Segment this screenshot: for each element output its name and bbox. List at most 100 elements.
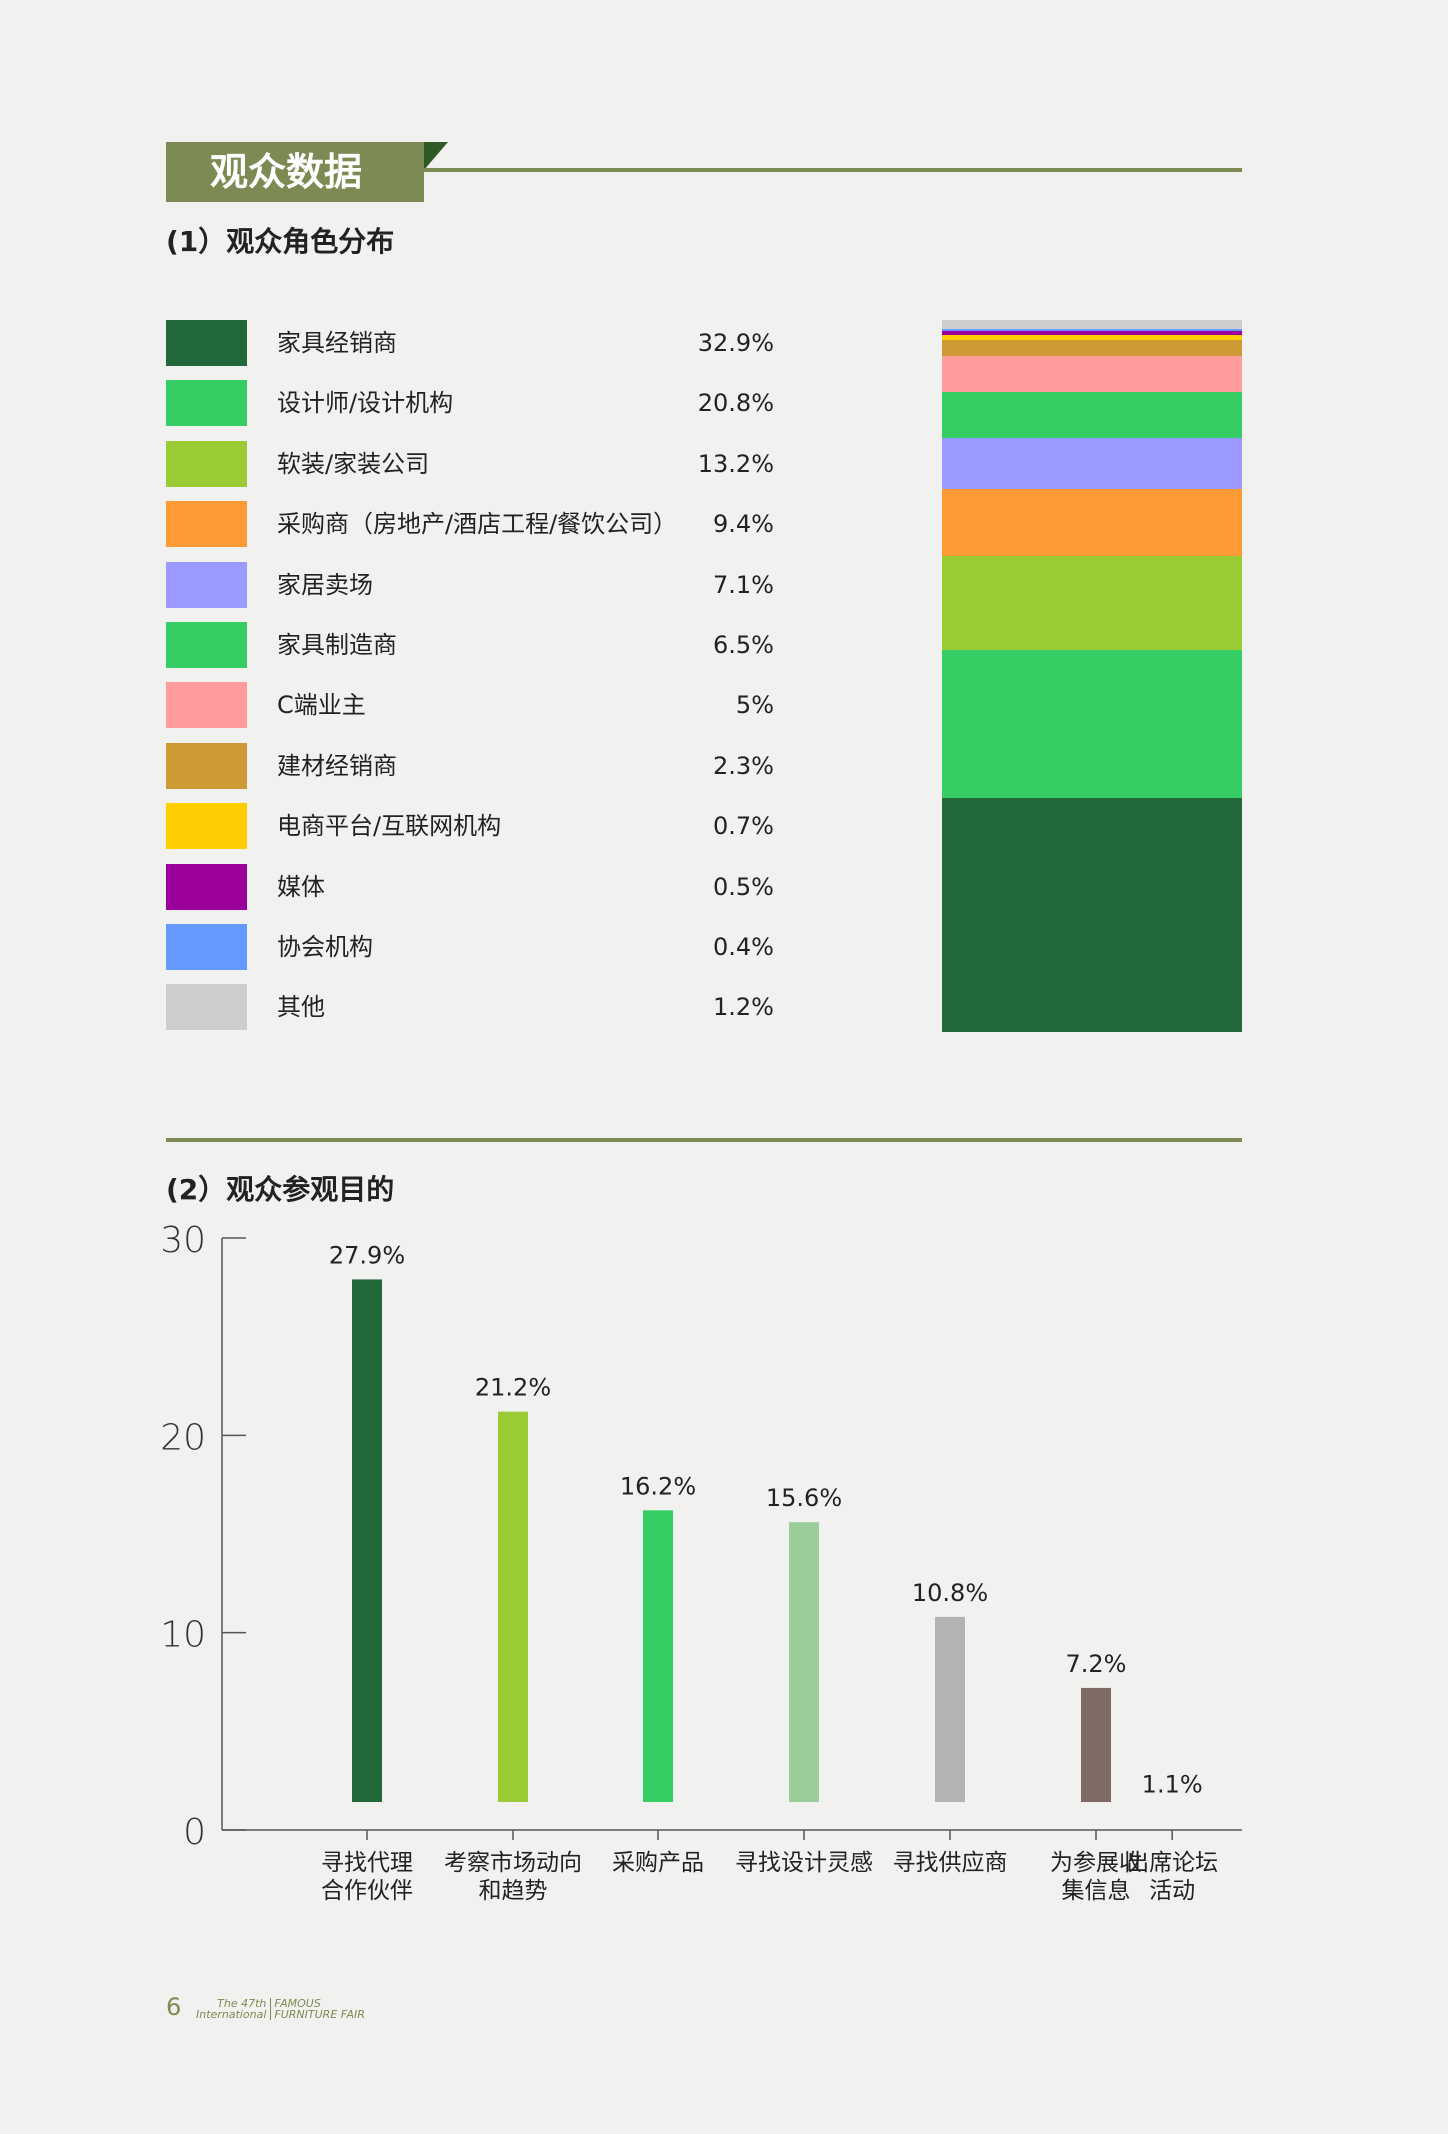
legend-percent: 5%	[735, 691, 774, 720]
legend-percent: 7.1%	[713, 570, 774, 599]
legend-swatch	[166, 440, 247, 487]
legend-item: 家具经销商 32.9%	[166, 320, 786, 366]
stack-segment	[942, 328, 1242, 332]
legend-item: 采购商（房地产/酒店工程/餐饮公司） 9.4%	[166, 501, 786, 548]
fair-logo: The 47th International FAMOUS FURNITURE …	[196, 1998, 365, 2020]
part2-title: (2）观众参观目的	[166, 1173, 395, 1206]
stack-segment	[942, 488, 1242, 556]
legend-percent: 1.2%	[713, 993, 774, 1022]
legend-label: 电商平台/互联网机构	[277, 812, 502, 841]
legend-label: 采购商（房地产/酒店工程/餐饮公司）	[277, 510, 678, 539]
category-label: 寻找供应商	[893, 1850, 1008, 1876]
legend-item: 家居卖场 7.1%	[166, 561, 786, 608]
bar	[789, 1522, 819, 1802]
legend-swatch	[166, 501, 247, 548]
bar	[498, 1411, 528, 1802]
legend-percent: 2.3%	[713, 751, 774, 780]
legend-percent: 9.4%	[713, 510, 774, 539]
bar	[352, 1279, 382, 1802]
category-label: 合作伙伴	[321, 1878, 413, 1904]
category-label: 为参展收	[1050, 1850, 1142, 1876]
stack-segment	[942, 356, 1242, 392]
category-label: 寻找设计灵感	[735, 1850, 873, 1876]
legend-item: C端业主 5%	[166, 682, 786, 729]
legend-swatch	[166, 682, 247, 729]
legend-swatch	[166, 924, 247, 970]
stack-segment	[942, 391, 1242, 439]
page-number: 6	[166, 1993, 182, 2021]
data-label: 1.1%	[1142, 1770, 1203, 1798]
logo-line1: The 47th	[217, 1997, 267, 2010]
legend-item: 其他 1.2%	[166, 984, 786, 1031]
y-tick-label: 10	[160, 1615, 206, 1656]
legend-swatch	[166, 984, 247, 1031]
y-tick-label: 0	[183, 1812, 206, 1853]
category-label: 采购产品	[612, 1850, 704, 1876]
legend-swatch	[166, 380, 247, 427]
category-label: 寻找代理	[321, 1850, 413, 1876]
legend-percent: 32.9%	[697, 329, 774, 357]
stack-segment	[942, 649, 1242, 798]
legend-item: 家具制造商 6.5%	[166, 622, 786, 668]
y-tick-label: 20	[160, 1417, 206, 1458]
legend-item: 电商平台/互联网机构 0.7%	[166, 803, 786, 850]
y-tick-label: 30	[160, 1220, 206, 1261]
legend-item: 软装/家装公司 13.2%	[166, 440, 786, 487]
logo-line2: International	[196, 2008, 267, 2021]
legend-label: 软装/家装公司	[277, 449, 430, 478]
legend-swatch	[166, 561, 247, 608]
stack-segment	[942, 555, 1242, 650]
legend-percent: 20.8%	[697, 389, 774, 418]
category-label: 和趋势	[479, 1878, 548, 1904]
legend-swatch	[166, 622, 247, 668]
middle-divider	[166, 1138, 1242, 1142]
legend-percent: 0.7%	[713, 812, 774, 841]
bar	[1081, 1687, 1111, 1802]
stack-segment	[942, 339, 1242, 357]
stacked-bar	[942, 320, 1242, 1032]
logo-line4: FURNITURE FAIR	[274, 2008, 365, 2021]
data-label: 15.6%	[766, 1484, 842, 1512]
legend-percent: 13.2%	[697, 449, 774, 478]
stack-segment	[942, 334, 1242, 340]
bar	[935, 1616, 965, 1802]
legend-item: 媒体 0.5%	[166, 863, 786, 910]
legend-label: C端业主	[277, 691, 366, 720]
legend-percent: 6.5%	[713, 631, 774, 659]
stack-segment	[942, 797, 1242, 1032]
legend-percent: 0.5%	[713, 872, 774, 901]
legend-label: 设计师/设计机构	[277, 389, 454, 418]
section-title-corner	[424, 142, 448, 170]
category-label: 集信息	[1062, 1878, 1131, 1904]
category-label: 考察市场动向	[444, 1850, 582, 1876]
data-label: 16.2%	[620, 1472, 696, 1500]
legend-swatch	[166, 863, 247, 910]
stack-segment	[942, 438, 1242, 489]
legend-percent: 0.4%	[713, 933, 774, 961]
data-label: 27.9%	[329, 1241, 405, 1269]
legend-label: 家具制造商	[277, 631, 397, 659]
legend-label: 家居卖场	[277, 570, 373, 599]
legend-item: 建材经销商 2.3%	[166, 742, 786, 789]
data-label: 21.2%	[475, 1374, 551, 1402]
legend-label: 建材经销商	[277, 751, 397, 780]
data-label: 7.2%	[1066, 1650, 1127, 1678]
legend-label: 媒体	[277, 872, 325, 901]
stack-segment	[942, 331, 1242, 335]
legend-label: 协会机构	[277, 933, 373, 961]
legend-label: 其他	[277, 993, 325, 1022]
legend-label: 家具经销商	[277, 329, 397, 357]
legend-item: 协会机构 0.4%	[166, 924, 786, 970]
data-label: 10.8%	[912, 1579, 988, 1607]
legend-item: 设计师/设计机构 20.8%	[166, 380, 786, 427]
legend-swatch	[166, 803, 247, 850]
bar	[643, 1510, 673, 1802]
stack-segment	[942, 320, 1242, 329]
part1-title: (1）观众角色分布	[166, 225, 395, 258]
section-divider	[424, 168, 1242, 172]
category-label: 活动	[1149, 1878, 1195, 1904]
logo-line3: FAMOUS	[274, 1997, 321, 2010]
legend-swatch	[166, 742, 247, 789]
section-title: 观众数据	[166, 142, 424, 202]
